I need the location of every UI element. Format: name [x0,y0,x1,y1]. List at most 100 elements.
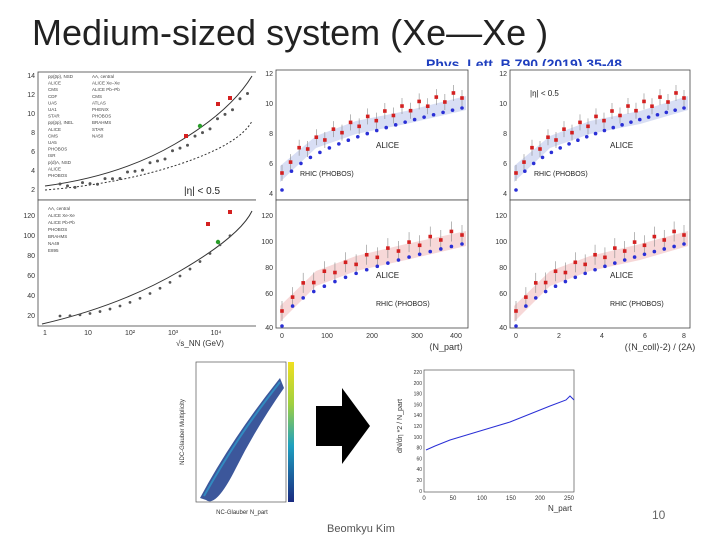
red-marker [533,281,538,285]
red-marker [634,108,638,113]
blue-marker [553,284,558,289]
red-marker [522,160,526,164]
blue-marker [318,150,322,155]
red-marker [280,309,284,313]
red-marker [314,135,319,140]
left-legend-bottom-item: ALICE Pb-Pb [48,220,75,225]
red-marker [439,238,443,242]
blue-marker [346,138,351,143]
right-legend-top-1: RHIC (PHOBOS) [534,171,588,178]
right-ytick-top-4: 4 [503,191,507,198]
blue-marker [322,284,327,289]
left-top-point [163,157,167,161]
left-legend-top-item: CDF [48,94,57,99]
blue-marker [514,188,518,192]
blue-marker [533,296,538,300]
scaled-xtick-4: 200 [535,496,546,502]
left-xlabel: √s_NN (GeV) [176,339,224,348]
left-legend-top-aa-item: CMS [92,94,102,99]
ytick-bot-5: 20 [27,313,35,320]
red-marker [573,260,578,265]
right-legend-top-0: ALICE [610,141,633,150]
ytick-bot-4: 40 [27,293,35,300]
right-ytick-bot-0: 120 [495,213,507,220]
right-legend-bot-0: ALICE [610,271,633,280]
left-bottom-point [178,274,182,278]
blue-marker [523,169,527,173]
scaled-ytick: 20 [416,478,422,484]
blue-marker [613,261,617,265]
mid-xlabel: ⟨N_part⟩ [429,342,463,352]
blue-marker [682,242,686,246]
red-marker [434,95,439,99]
blue-marker [301,296,305,300]
red-marker [396,249,401,253]
blue-marker [333,279,337,284]
blue-marker [646,115,651,119]
blue-marker [664,110,669,115]
blue-marker [558,146,563,150]
left-legend-bottom-item: PHOBOS [48,227,67,232]
left-data-points [58,92,249,318]
left-legend-top-aa-item: ALICE Xe–Xe [92,81,120,86]
red-marker [658,95,662,99]
mid-xtick-1: 100 [321,333,333,340]
left-bottom-point [208,252,212,255]
left-bottom-point [98,310,102,313]
left-eta-label: |η| < 0.5 [184,186,220,197]
red-marker [322,269,327,274]
left-red-point [206,222,210,226]
left-red-point [216,102,220,106]
red-marker [583,262,587,267]
red-marker [622,249,627,253]
red-marker [553,269,558,274]
red-marker [280,171,284,175]
mid-xtick-2: 200 [366,333,378,340]
blue-marker [311,289,316,294]
red-marker [400,104,404,108]
right-xlabel: (⟨N_coll⟩-2) / (2A) [625,342,696,352]
right-xtick-0: 0 [514,333,518,340]
left-legend-top-item: ALICE [48,166,61,171]
red-marker [460,233,464,237]
left-top-point [193,134,197,138]
mid-xtick-4: 400 [450,333,462,340]
blue-marker [393,123,398,127]
red-marker [514,171,518,175]
blue-marker [289,169,294,173]
red-marker [311,280,316,285]
left-legend-bottom-item: NA49 [48,241,60,246]
mid-ytick-bot-1: 100 [261,239,273,246]
red-marker [682,96,686,100]
left-bottom-point [158,286,162,290]
scaled-ytick: 220 [414,370,423,376]
mid-ytick-top-3: 6 [269,161,273,168]
ytick-bot-0: 120 [23,213,35,220]
mid-ytick-bot-0: 120 [261,213,273,220]
xtick-2: 10² [125,330,136,337]
blue-marker [662,247,667,251]
left-top-point [238,97,242,101]
scaled-ytick: 60 [416,456,422,462]
blue-marker [672,244,676,249]
left-top-point [81,181,84,185]
mid-ytick-bot-4: 40 [265,325,273,332]
red-marker [554,138,558,142]
left-red-point [228,96,232,100]
red-marker [417,99,421,104]
left-top-point [231,108,234,112]
red-marker [652,234,657,239]
blue-marker [422,115,426,119]
right-ytick-top-3: 6 [503,161,507,168]
blue-marker [439,247,443,251]
left-bottom-point [78,313,82,317]
left-top-point [133,169,137,173]
right-xtick-3: 6 [643,333,647,340]
blue-marker [412,117,417,122]
blue-marker [280,324,284,328]
red-marker [428,234,433,239]
ytick-top-6: 2 [31,187,35,194]
red-marker [543,280,548,285]
aa-fit-curve [44,120,253,191]
